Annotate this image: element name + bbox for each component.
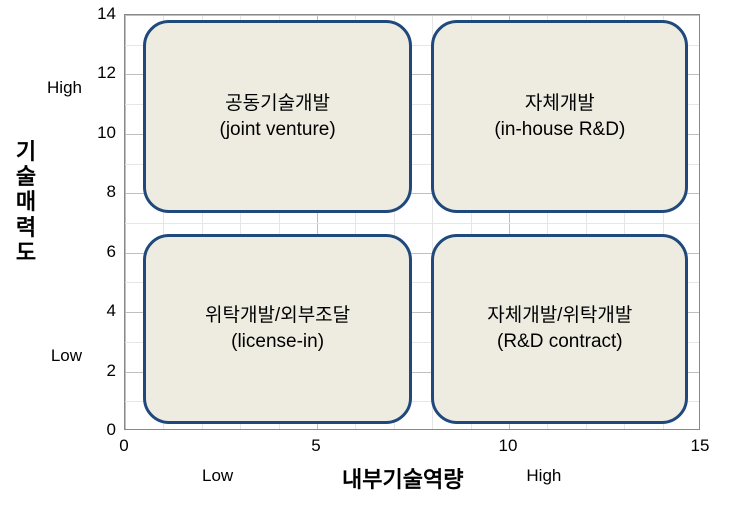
- x-tick-label: 15: [691, 436, 710, 456]
- quadrant-chart: 0 2 4 6 8 10 12 14 0 5 10 15 High Low 기술매력도 Low Hi…: [0, 0, 740, 513]
- y-tick-label: 0: [107, 420, 116, 440]
- y-axis-title: 기술매력도: [14, 139, 38, 265]
- x-axis-title: 내부기술역량: [342, 462, 463, 494]
- y-tick-label: 8: [107, 182, 116, 202]
- quadrant-label-line2: (R&D contract): [497, 329, 623, 355]
- quadrant-bottom-left: 위탁개발/외부조달(license-in): [143, 234, 412, 424]
- y-tick-label: 6: [107, 242, 116, 262]
- quadrant-top-left: 공동기술개발(joint venture): [143, 20, 412, 213]
- quadrant-label-line1: 자체개발/위탁개발: [487, 303, 632, 329]
- x-tick-label: 10: [499, 436, 518, 456]
- y-axis-high-label: High: [47, 78, 82, 98]
- x-tick-label: 0: [119, 436, 128, 456]
- x-axis-high-label: High: [526, 466, 561, 486]
- x-axis-low-label: Low: [202, 466, 233, 486]
- quadrant-label-line1: 위탁개발/외부조달: [205, 303, 350, 329]
- y-tick-label: 10: [97, 123, 116, 143]
- y-axis-low-label: Low: [51, 346, 82, 366]
- y-tick-label: 12: [97, 63, 116, 83]
- quadrant-label-line2: (license-in): [231, 329, 324, 355]
- y-tick-label: 2: [107, 361, 116, 381]
- x-tick-label: 5: [311, 436, 320, 456]
- quadrant-label-line2: (in-house R&D): [494, 117, 625, 143]
- y-tick-label: 14: [97, 4, 116, 24]
- quadrant-label-line1: 자체개발: [525, 91, 595, 117]
- y-tick-label: 4: [107, 301, 116, 321]
- quadrant-top-right: 자체개발(in-house R&D): [431, 20, 688, 213]
- quadrant-label-line1: 공동기술개발: [225, 91, 330, 117]
- quadrant-bottom-right: 자체개발/위탁개발(R&D contract): [431, 234, 688, 424]
- quadrant-label-line2: (joint venture): [220, 117, 336, 143]
